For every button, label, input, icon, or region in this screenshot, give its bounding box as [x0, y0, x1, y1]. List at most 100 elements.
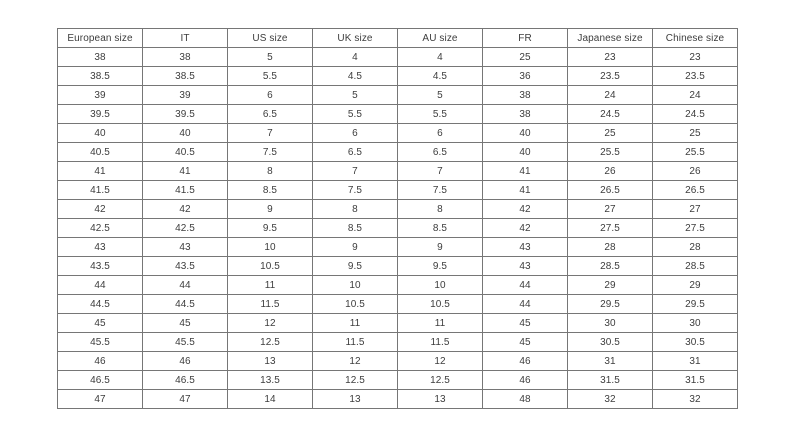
table-cell: 39.5 [57, 104, 143, 124]
table-header-cell: UK size [312, 28, 398, 48]
table-cell: 6.5 [312, 142, 398, 162]
table-cell: 13.5 [227, 370, 313, 390]
table-cell: 9.5 [397, 256, 483, 276]
table-cell: 8.5 [397, 218, 483, 238]
table-header-cell: AU size [397, 28, 483, 48]
table-cell: 25 [482, 47, 568, 67]
table-cell: 42 [142, 199, 228, 219]
table-cell: 11 [397, 313, 483, 333]
table-cell: 46 [482, 370, 568, 390]
table-cell: 45 [57, 313, 143, 333]
table-cell: 45.5 [142, 332, 228, 352]
table-cell: 40.5 [142, 142, 228, 162]
table-cell: 31.5 [652, 370, 738, 390]
table-cell: 40 [482, 123, 568, 143]
table-cell: 40 [57, 123, 143, 143]
table-cell: 38 [482, 85, 568, 105]
table-cell: 11 [312, 313, 398, 333]
table-cell: 14 [227, 389, 313, 409]
table-cell: 23.5 [652, 66, 738, 86]
table-cell: 47 [142, 389, 228, 409]
table-cell: 42 [482, 218, 568, 238]
table-cell: 28.5 [652, 256, 738, 276]
table-cell: 41 [142, 161, 228, 181]
table-cell: 7 [227, 123, 313, 143]
table-row: 40 40 7 6 6 40 25 25 [57, 123, 738, 143]
table-cell: 45 [482, 313, 568, 333]
table-row: 44 44 11 10 10 44 29 29 [57, 275, 738, 295]
table-cell: 26.5 [652, 180, 738, 200]
table-cell: 5 [397, 85, 483, 105]
table-cell: 30.5 [567, 332, 653, 352]
table-cell: 36 [482, 66, 568, 86]
table-cell: 9.5 [312, 256, 398, 276]
table-cell: 31.5 [567, 370, 653, 390]
table-cell: 43.5 [57, 256, 143, 276]
table-cell: 5.5 [397, 104, 483, 124]
table-row: 43.5 43.5 10.5 9.5 9.5 43 28.5 28.5 [57, 256, 738, 276]
table-cell: 40 [142, 123, 228, 143]
table-cell: 25 [652, 123, 738, 143]
table-cell: 10 [227, 237, 313, 257]
table-cell: 39 [142, 85, 228, 105]
table-row: 38.5 38.5 5.5 4.5 4.5 36 23.5 23.5 [57, 66, 738, 86]
table-cell: 6.5 [397, 142, 483, 162]
table-cell: 46.5 [142, 370, 228, 390]
table-cell: 39.5 [142, 104, 228, 124]
table-cell: 11.5 [312, 332, 398, 352]
table-cell: 44 [482, 275, 568, 295]
table-row: 41 41 8 7 7 41 26 26 [57, 161, 738, 181]
table-cell: 41 [57, 161, 143, 181]
table-cell: 39 [57, 85, 143, 105]
table-cell: 29 [652, 275, 738, 295]
table-cell: 10 [312, 275, 398, 295]
table-cell: 44 [142, 275, 228, 295]
table-row: 41.5 41.5 8.5 7.5 7.5 41 26.5 26.5 [57, 180, 738, 200]
table-header-cell: Chinese size [652, 28, 738, 48]
table-cell: 31 [567, 351, 653, 371]
table-cell: 44.5 [142, 294, 228, 314]
table-cell: 26.5 [567, 180, 653, 200]
table-cell: 43 [57, 237, 143, 257]
table-cell: 9 [227, 199, 313, 219]
table-header-cell: IT [142, 28, 228, 48]
table-row: 44.5 44.5 11.5 10.5 10.5 44 29.5 29.5 [57, 294, 738, 314]
shoe-size-conversion-table: European size IT US size UK size AU size FR Ja… [57, 28, 738, 409]
table-cell: 38.5 [57, 66, 143, 86]
table-cell: 12 [227, 313, 313, 333]
table-cell: 30 [567, 313, 653, 333]
table-cell: 31 [652, 351, 738, 371]
table-cell: 38 [57, 47, 143, 67]
table-cell: 44 [57, 275, 143, 295]
table-cell: 7.5 [397, 180, 483, 200]
table-cell: 23 [652, 47, 738, 67]
table-row: 39.5 39.5 6.5 5.5 5.5 38 24.5 24.5 [57, 104, 738, 124]
table-cell: 48 [482, 389, 568, 409]
table-cell: 46.5 [57, 370, 143, 390]
table-cell: 30 [652, 313, 738, 333]
table-header-cell: US size [227, 28, 313, 48]
table-cell: 28 [567, 237, 653, 257]
table-row: 45.5 45.5 12.5 11.5 11.5 45 30.5 30.5 [57, 332, 738, 352]
table-cell: 8 [312, 199, 398, 219]
table-row: 46 46 13 12 12 46 31 31 [57, 351, 738, 371]
table-cell: 42.5 [142, 218, 228, 238]
table-cell: 11.5 [397, 332, 483, 352]
table-cell: 8 [227, 161, 313, 181]
table-cell: 7.5 [227, 142, 313, 162]
table-cell: 4 [312, 47, 398, 67]
table-cell: 24.5 [567, 104, 653, 124]
table-cell: 27.5 [567, 218, 653, 238]
table-cell: 41 [482, 180, 568, 200]
table-cell: 4 [397, 47, 483, 67]
table-header-cell: European size [57, 28, 143, 48]
table-cell: 28 [652, 237, 738, 257]
table-cell: 13 [227, 351, 313, 371]
table-cell: 23 [567, 47, 653, 67]
table-cell: 24 [652, 85, 738, 105]
table-cell: 29.5 [567, 294, 653, 314]
table-row: 45 45 12 11 11 45 30 30 [57, 313, 738, 333]
table-cell: 25 [567, 123, 653, 143]
table-cell: 42.5 [57, 218, 143, 238]
table-cell: 5 [227, 47, 313, 67]
